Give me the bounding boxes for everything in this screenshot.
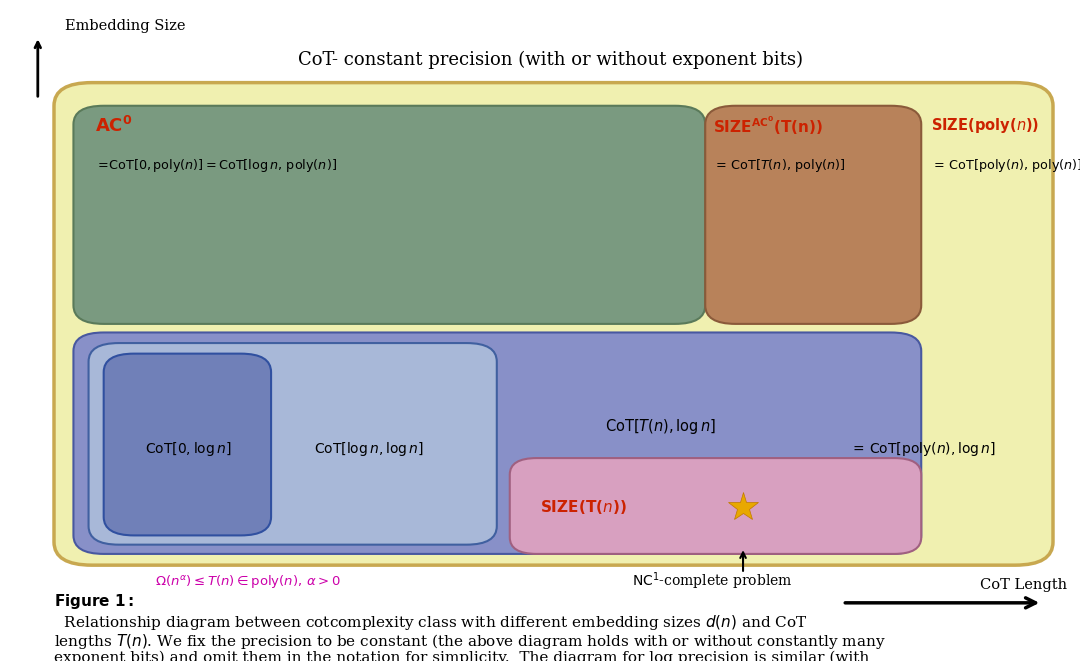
FancyBboxPatch shape [73, 106, 705, 324]
FancyBboxPatch shape [89, 343, 497, 545]
Text: $\mathrm{NC}^1$-complete problem: $\mathrm{NC}^1$-complete problem [632, 571, 793, 592]
Text: $\mathrm{CoT}[0,\log n]$: $\mathrm{CoT}[0,\log n]$ [145, 440, 231, 459]
FancyBboxPatch shape [104, 354, 271, 535]
Text: exponent bits) and omit them in the notation for simplicity.  The diagram for lo: exponent bits) and omit them in the nota… [54, 650, 869, 661]
Text: $=\,\mathrm{CoT}[\mathrm{poly}(n),\,\mathrm{poly}(n)]$: $=\,\mathrm{CoT}[\mathrm{poly}(n),\,\mat… [931, 157, 1080, 174]
Text: $\bf{Figure\ 1:}$: $\bf{Figure\ 1:}$ [54, 592, 134, 611]
Text: $=\!\mathrm{CoT}[0,\mathrm{poly}(n)]{=}\mathrm{CoT}[\log n,\,\mathrm{poly}(n)]$: $=\!\mathrm{CoT}[0,\mathrm{poly}(n)]{=}\… [95, 157, 337, 174]
Text: lengths $T(n)$. We fix the precision to be constant (the above diagram holds wit: lengths $T(n)$. We fix the precision to … [54, 632, 886, 651]
Text: Relationship diagram between cotcomplexity class with different embedding sizes : Relationship diagram between cotcomplexi… [54, 613, 808, 633]
Text: $\mathrm{CoT}[T(n),\log n]$: $\mathrm{CoT}[T(n),\log n]$ [605, 417, 717, 436]
Text: $\mathrm{CoT}[\log n,\log n]$: $\mathrm{CoT}[\log n,\log n]$ [314, 440, 424, 459]
FancyBboxPatch shape [73, 332, 921, 554]
FancyBboxPatch shape [54, 83, 1053, 565]
Text: $\mathbf{SIZE(T(}n\mathbf{))}$: $\mathbf{SIZE(T(}n\mathbf{))}$ [540, 498, 626, 516]
FancyBboxPatch shape [705, 106, 921, 324]
Text: $\Omega(n^\alpha) \leq T(n) \in \mathrm{poly}(n),\,\alpha > 0$: $\Omega(n^\alpha) \leq T(n) \in \mathrm{… [156, 573, 341, 590]
FancyBboxPatch shape [510, 458, 921, 554]
Text: $=\,\mathrm{CoT}[T(n),\,\mathrm{poly}(n)]$: $=\,\mathrm{CoT}[T(n),\,\mathrm{poly}(n)… [713, 157, 846, 174]
Text: $\mathbf{AC}^{\mathbf{0}}$: $\mathbf{AC}^{\mathbf{0}}$ [95, 116, 133, 136]
Text: Embedding Size: Embedding Size [65, 19, 186, 34]
Text: CoT- constant precision (with or without exponent bits): CoT- constant precision (with or without… [298, 50, 804, 69]
Text: $\mathbf{SIZE(poly(}n\mathbf{))}$: $\mathbf{SIZE(poly(}n\mathbf{))}$ [931, 116, 1039, 135]
Text: $\mathbf{SIZE}^{\mathbf{AC}^{\mathbf{0}}}\mathbf{(T(n))}$: $\mathbf{SIZE}^{\mathbf{AC}^{\mathbf{0}}… [713, 114, 823, 137]
Text: $=\,\mathrm{CoT}[\mathrm{poly}(n),\log n]$: $=\,\mathrm{CoT}[\mathrm{poly}(n),\log n… [850, 440, 997, 459]
Text: CoT Length: CoT Length [980, 578, 1067, 592]
